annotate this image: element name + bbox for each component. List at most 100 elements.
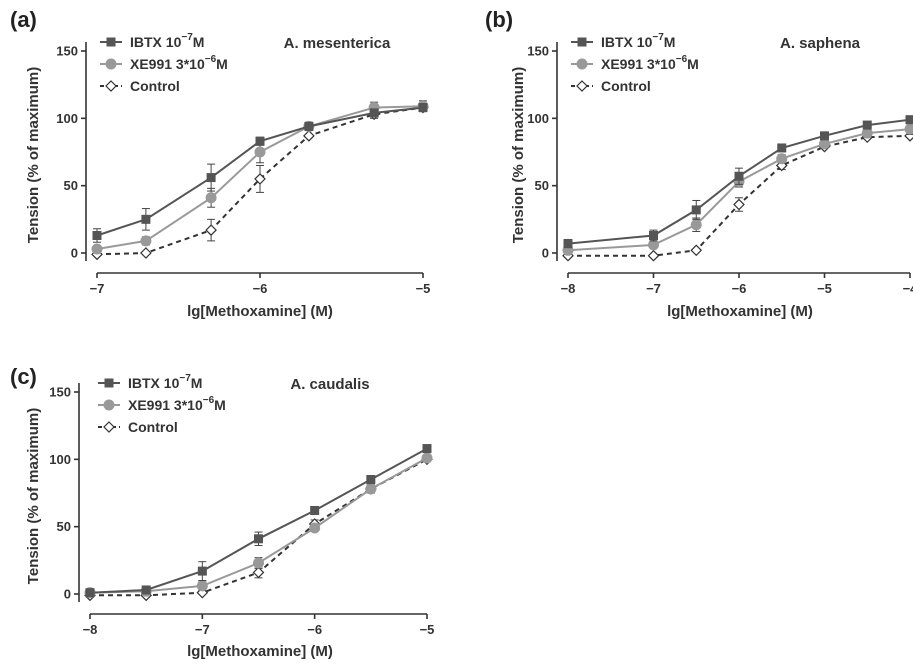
y-axis-label: Tension (% of maximum) (25, 67, 42, 243)
data-point (649, 251, 659, 261)
x-tick-label: −8 (561, 281, 576, 296)
legend-marker (577, 81, 587, 91)
legend-marker (578, 38, 587, 47)
legend-label: IBTX 10−7M (601, 32, 675, 50)
data-point (304, 131, 314, 141)
x-tick-label: −7 (195, 622, 210, 637)
y-tick-label: 150 (49, 385, 71, 400)
data-point (206, 225, 216, 235)
data-point (254, 534, 263, 543)
y-axis-label: Tension (% of maximum) (510, 67, 527, 243)
data-point (564, 239, 573, 248)
data-point (255, 147, 266, 158)
data-point (692, 205, 701, 214)
data-point (366, 475, 375, 484)
legend-label: XE991 3*10−6M (130, 54, 228, 72)
x-tick-label: −6 (253, 281, 268, 296)
data-point (863, 121, 872, 130)
legend-label: XE991 3*10−6M (601, 54, 699, 72)
legend: IBTX 10−7M XE991 3*10−6M Control (98, 373, 226, 435)
data-point (198, 567, 207, 576)
panel-title: A. saphena (780, 35, 861, 52)
x-tick-label: −8 (83, 622, 98, 637)
x-tick-label: −5 (420, 622, 435, 637)
x-tick-label: −6 (307, 622, 322, 637)
data-point (365, 483, 376, 494)
series-line (568, 136, 910, 256)
legend-label: IBTX 10−7M (128, 373, 202, 391)
series-diamond (92, 103, 428, 260)
panel-title: A. caudalis (290, 376, 369, 393)
legend-label: XE991 3*10−6M (128, 395, 226, 413)
legend-marker (106, 81, 116, 91)
data-point (254, 567, 264, 577)
data-point (691, 219, 702, 230)
data-point (142, 585, 151, 594)
data-point (256, 137, 265, 146)
legend: IBTX 10−7M XE991 3*10−6M Control (100, 32, 228, 94)
data-point (207, 173, 216, 182)
panel-title: A. mesenterica (284, 35, 391, 52)
legend-marker (107, 38, 116, 47)
x-tick-label: −7 (646, 281, 661, 296)
series-circle (563, 124, 913, 256)
data-point (734, 200, 744, 210)
x-axis-label: lg[Methoxamine] (M) (187, 643, 333, 660)
legend-marker (105, 379, 114, 388)
data-point (140, 235, 151, 246)
data-point (197, 580, 208, 591)
y-tick-label: 100 (527, 111, 549, 126)
data-point (649, 231, 658, 240)
y-tick-label: 0 (64, 587, 71, 602)
y-tick-label: 50 (535, 178, 549, 193)
data-point (905, 124, 913, 135)
data-point (206, 192, 217, 203)
legend-label: Control (130, 78, 180, 94)
series-diamond (563, 131, 913, 261)
x-tick-label: −5 (817, 281, 832, 296)
legend-label: IBTX 10−7M (130, 32, 204, 50)
legend-marker (106, 59, 117, 70)
data-point (422, 452, 433, 463)
series-diamond (85, 454, 432, 600)
data-point (141, 215, 150, 224)
data-point (304, 122, 313, 131)
data-point (820, 131, 829, 140)
y-tick-label: 50 (57, 519, 71, 534)
x-axis-label: lg[Methoxamine] (M) (187, 303, 333, 320)
x-tick-label: −4 (903, 281, 913, 296)
y-tick-label: 150 (527, 44, 549, 59)
data-point (735, 172, 744, 181)
y-tick-label: 50 (64, 178, 78, 193)
x-tick-label: −6 (732, 281, 747, 296)
legend-label: Control (128, 419, 178, 435)
y-tick-label: 150 (56, 44, 78, 59)
y-axis-label: Tension (% of maximum) (25, 408, 42, 584)
y-tick-label: 0 (71, 246, 78, 261)
panel-letter: (a) (10, 7, 37, 32)
panel-letter: (b) (485, 7, 513, 32)
series-line (568, 129, 910, 250)
data-point (310, 506, 319, 515)
data-point (776, 153, 787, 164)
panel-3: (c)A. caudalis050100150−8−7−6−5lg[Methox… (10, 364, 434, 660)
data-point (93, 231, 102, 240)
legend-marker (104, 422, 114, 432)
data-point (92, 243, 103, 254)
x-tick-label: −7 (90, 281, 105, 296)
data-point (419, 103, 428, 112)
legend-marker (577, 59, 588, 70)
panel-2: (b) A. saphena 0 50 100 150 −8 −7 −6 −5 −4 lg[Metho… (485, 7, 913, 320)
data-point (141, 248, 151, 258)
data-point (691, 245, 701, 255)
data-point (309, 523, 320, 534)
x-axis-label: lg[Methoxamine] (M) (667, 303, 813, 320)
data-point (253, 558, 264, 569)
panel-letter: (c) (10, 364, 37, 389)
data-point (423, 444, 432, 453)
y-tick-label: 0 (542, 246, 549, 261)
data-point (906, 115, 913, 124)
